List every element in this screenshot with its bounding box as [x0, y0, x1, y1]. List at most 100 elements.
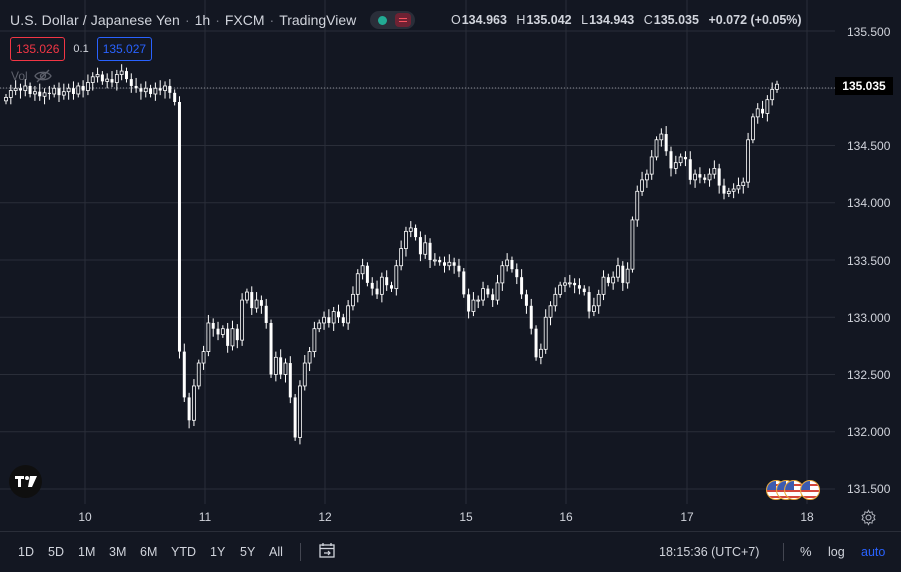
candle-body	[187, 397, 191, 421]
candle-body	[139, 88, 143, 92]
candle-body	[741, 181, 746, 186]
candle-body	[635, 190, 640, 221]
bottom-toolbar: 1D 5D 1M 3M 6M YTD 1Y 5Y All 18:15:36 (U…	[0, 531, 901, 572]
candle-body	[95, 74, 100, 78]
candle-body	[630, 219, 635, 270]
log-scale-toggle[interactable]: log	[828, 545, 845, 559]
candle-body	[775, 83, 779, 90]
economic-events[interactable]	[766, 480, 826, 502]
candle-body	[505, 259, 510, 267]
candle-body	[76, 85, 81, 95]
candle-body	[245, 291, 249, 301]
bid-ask-panel: 135.026 0.1 135.027	[10, 37, 153, 61]
candle-body	[418, 237, 422, 255]
candle-body	[317, 322, 322, 330]
candle-body	[33, 91, 37, 95]
timeframe-1y-button[interactable]: 1Y	[210, 545, 226, 559]
interval-label[interactable]: 1h	[194, 12, 211, 28]
price-tick: 132.000	[847, 425, 891, 439]
candle-body	[722, 185, 726, 194]
timeframe-all-button[interactable]: All	[269, 545, 283, 559]
candle-body	[693, 173, 697, 181]
candle-body	[250, 292, 254, 309]
candle-body	[659, 133, 664, 141]
chart-grid	[0, 0, 835, 504]
volume-legend[interactable]: Vol	[11, 69, 52, 83]
candle-body	[269, 322, 273, 375]
chart-plot-area[interactable]	[0, 0, 835, 504]
candle-body	[201, 351, 206, 364]
candle-body	[751, 116, 755, 141]
candle-body	[587, 292, 591, 312]
menu-icon[interactable]	[395, 13, 412, 27]
sell-button[interactable]: 135.026	[10, 37, 66, 61]
candle-body	[404, 230, 408, 249]
candle-body	[755, 108, 760, 118]
candle-body	[38, 91, 42, 97]
candle-body	[336, 311, 340, 318]
timeframe-1d-button[interactable]: 1D	[18, 545, 34, 559]
candle-body	[443, 262, 447, 266]
timeframe-5d-button[interactable]: 5D	[48, 545, 64, 559]
high-key: H	[516, 13, 526, 27]
candle-body	[621, 265, 625, 283]
candle-body	[558, 284, 563, 295]
calendar-range-icon[interactable]	[318, 542, 336, 560]
buy-button[interactable]: 135.027	[96, 37, 153, 61]
candle-body	[736, 185, 741, 190]
percent-scale-toggle[interactable]: %	[800, 544, 812, 559]
candle-body	[495, 282, 500, 301]
candle-body	[322, 316, 326, 324]
candle-body	[457, 265, 461, 272]
timeframe-6m-button[interactable]: 6M	[140, 545, 158, 559]
candle-body	[158, 88, 162, 91]
candle-body	[534, 328, 538, 358]
candle-body	[149, 88, 153, 94]
candle-body	[703, 177, 707, 180]
gear-icon[interactable]	[860, 509, 877, 526]
market-open-dot-icon	[378, 15, 388, 25]
candle-body	[254, 299, 259, 309]
candle-body	[683, 156, 687, 160]
us-flag-icon[interactable]	[800, 480, 820, 500]
candle-body	[114, 74, 119, 83]
candle-body	[688, 159, 692, 180]
candle-body	[596, 293, 601, 307]
timeframe-ytd-button[interactable]: YTD	[171, 545, 196, 559]
candlestick-chart[interactable]	[0, 0, 835, 504]
timeframe-1m-button[interactable]: 1M	[78, 545, 96, 559]
candle-body	[177, 101, 181, 352]
candle-body	[591, 305, 596, 312]
candle-body	[707, 173, 712, 181]
time-tick: 10	[78, 510, 92, 524]
timeframe-5y-button[interactable]: 5Y	[240, 545, 256, 559]
timeframe-3m-button[interactable]: 3M	[109, 545, 127, 559]
candle-body	[664, 134, 668, 152]
symbol-name[interactable]: U.S. Dollar / Japanese Yen	[10, 12, 180, 28]
market-status-toggle[interactable]	[370, 11, 416, 29]
candle-body	[226, 328, 230, 346]
candle-body	[182, 351, 186, 398]
price-tick: 131.500	[847, 482, 891, 496]
candle-body	[606, 277, 610, 283]
candle-body	[712, 167, 717, 175]
candle-body	[515, 269, 519, 278]
eye-off-icon[interactable]	[33, 69, 52, 83]
candle-body	[331, 311, 336, 324]
auto-scale-toggle[interactable]: auto	[861, 545, 886, 559]
volume-label: Vol	[11, 69, 28, 83]
candle-body	[567, 282, 572, 285]
candle-body	[71, 88, 75, 94]
candle-body	[520, 277, 524, 295]
candle-body	[61, 91, 66, 96]
candle-body	[119, 70, 124, 75]
timezone-clock[interactable]: 18:15:36 (UTC+7)	[659, 545, 760, 559]
candle-body	[673, 162, 678, 169]
candle-body	[524, 294, 528, 306]
tradingview-logo-icon[interactable]	[9, 465, 42, 498]
candle-body	[327, 317, 331, 323]
candle-body	[654, 139, 659, 158]
candle-body	[462, 271, 466, 295]
candle-body	[105, 78, 110, 82]
symbol-legend[interactable]: U.S. Dollar / Japanese Yen · 1h · FXCM ·…	[10, 11, 416, 29]
